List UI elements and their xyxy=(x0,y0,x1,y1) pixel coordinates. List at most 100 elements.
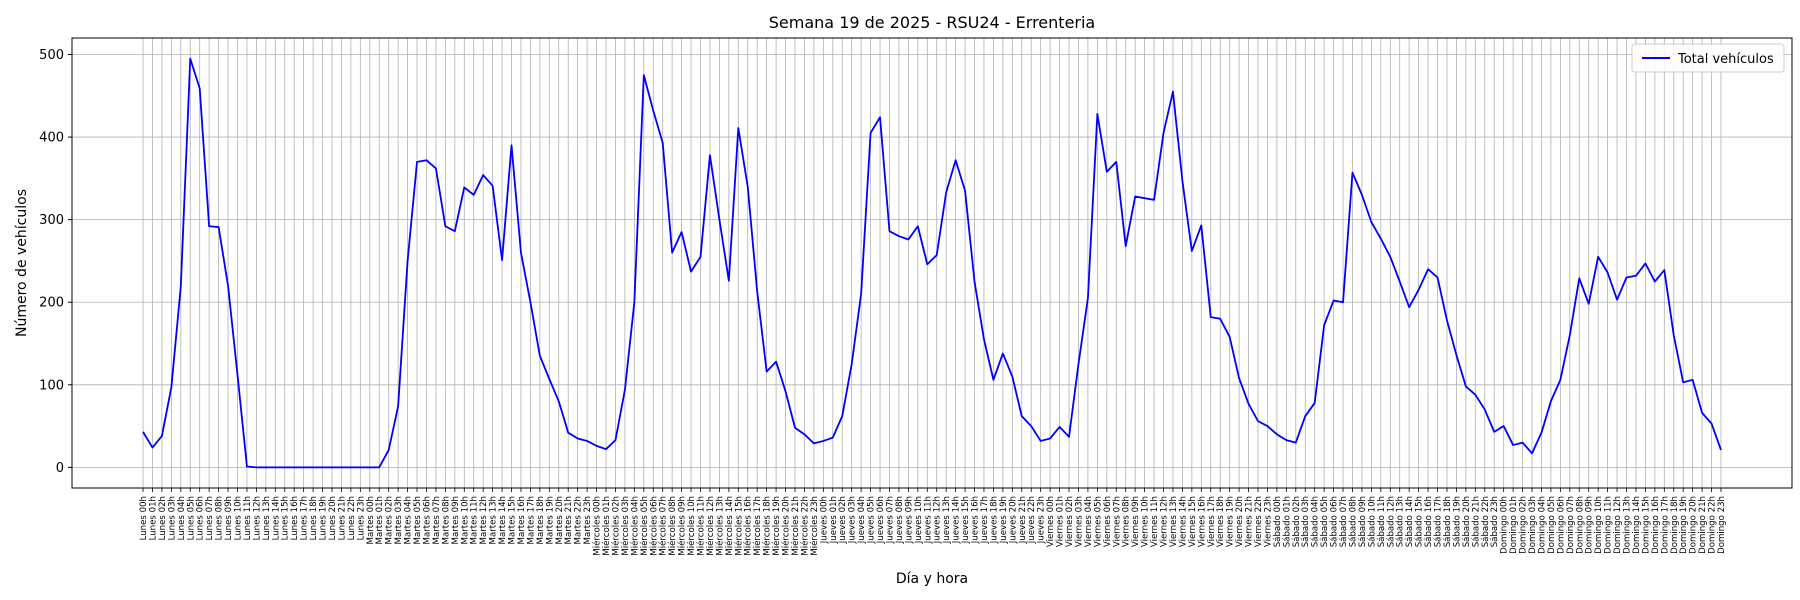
x-tick-label: Domingo 11h xyxy=(1604,496,1614,554)
x-tick-label: Jueves 10h xyxy=(914,496,924,544)
x-tick-label: Jueves 16h xyxy=(971,496,981,544)
x-tick-label: Miércoles 04h xyxy=(629,496,640,556)
x-tick-label: Miércoles 15h xyxy=(733,496,744,556)
chart-title: Semana 19 de 2025 - RSU24 - Errenteria xyxy=(769,13,1095,32)
x-tick-label: Miércoles 05h xyxy=(639,496,650,556)
x-tick-label: Viernes 19h xyxy=(1226,496,1236,547)
x-tick-label: Sábado 04h xyxy=(1311,496,1321,547)
series-line xyxy=(142,57,1722,469)
x-tick-label: Sábado 17h xyxy=(1434,496,1444,547)
x-tick-label: Sábado 02h xyxy=(1292,496,1302,547)
x-tick-label: Domingo 18h xyxy=(1670,496,1680,554)
x-tick-label: Martes 20h xyxy=(555,496,565,544)
x-tick-label: Jueves 05h xyxy=(867,496,877,544)
x-tick-label: Sábado 16h xyxy=(1424,496,1434,547)
x-tick-label: Domingo 09h xyxy=(1585,496,1595,554)
x-tick-label: Miércoles 06h xyxy=(648,496,659,556)
x-tick-label: Lunes 08h xyxy=(215,496,225,540)
x-tick-label: Sábado 03h xyxy=(1301,496,1311,547)
x-tick-label: Miércoles 07h xyxy=(658,496,669,556)
x-tick-label: Martes 23h xyxy=(583,496,593,544)
x-tick-label: Sábado 13h xyxy=(1396,496,1406,547)
x-tick-label: Miércoles 23h xyxy=(809,496,820,556)
x-tick-label: Domingo 02h xyxy=(1519,496,1529,554)
x-tick-label: Miércoles 13h xyxy=(714,496,725,556)
legend: Total vehículos xyxy=(1631,43,1785,73)
x-tick-label: Sábado 05h xyxy=(1320,496,1330,547)
x-tick-label: Jueves 13h xyxy=(942,496,952,544)
x-tick-label: Martes 12h xyxy=(479,496,489,544)
x-tick-label: Domingo 22h xyxy=(1708,496,1718,554)
x-tick-label: Domingo 17h xyxy=(1660,496,1670,554)
x-tick-label: Viernes 18h xyxy=(1216,496,1226,547)
x-tick-label: Domingo 20h xyxy=(1689,496,1699,554)
x-tick-label: Miércoles 14h xyxy=(724,496,735,556)
x-tick-label: Martes 04h xyxy=(404,496,414,544)
x-tick-label: Jueves 21h xyxy=(1018,496,1028,544)
x-tick-label: Martes 07h xyxy=(432,496,442,544)
x-tick-label: Martes 05h xyxy=(413,496,423,544)
x-tick-label: Domingo 10h xyxy=(1594,496,1604,554)
x-tick-label: Domingo 08h xyxy=(1575,496,1585,554)
x-tick-label: Domingo 07h xyxy=(1566,496,1576,554)
x-tick-label: Viernes 09h xyxy=(1131,496,1141,547)
x-tick-label: Lunes 20h xyxy=(328,496,338,540)
x-tick-label: Viernes 16h xyxy=(1197,496,1207,547)
x-tick-label: Sábado 12h xyxy=(1386,496,1396,547)
x-tick-label: Jueves 23h xyxy=(1037,496,1047,544)
x-tick-label: Martes 11h xyxy=(470,496,480,544)
x-tick-label: Viernes 22h xyxy=(1254,496,1264,547)
x-tick-label: Sábado 11h xyxy=(1377,496,1387,547)
x-tick-label: Miércoles 10h xyxy=(686,496,697,556)
x-tick-label: Lunes 14h xyxy=(271,496,281,540)
x-tick-label: Miércoles 16h xyxy=(743,496,754,556)
x-tick-label: Viernes 15h xyxy=(1188,496,1198,547)
x-tick-label: Domingo 19h xyxy=(1679,496,1689,554)
legend-label: Total vehículos xyxy=(1677,52,1774,67)
x-tick-label: Miércoles 00h xyxy=(592,496,603,556)
x-tick-label: Jueves 06h xyxy=(876,496,886,544)
y-tick-label: 100 xyxy=(39,378,64,393)
x-tick-label: Domingo 00h xyxy=(1500,496,1510,554)
x-tick-label: Miércoles 20h xyxy=(781,496,792,556)
x-tick-label: Sábado 01h xyxy=(1282,496,1292,547)
x-tick-label: Martes 02h xyxy=(385,496,395,544)
x-tick-label: Sábado 22h xyxy=(1481,496,1491,547)
x-tick-label: Jueves 09h xyxy=(904,496,914,544)
x-tick-label: Viernes 03h xyxy=(1074,496,1084,547)
x-tick-label: Viernes 02h xyxy=(1065,496,1075,547)
x-tick-label: Viernes 17h xyxy=(1207,496,1217,547)
x-tick-label: Miércoles 17h xyxy=(752,496,763,556)
x-tick-label: Jueves 03h xyxy=(848,496,858,544)
x-tick-label: Jueves 22h xyxy=(1027,496,1037,544)
y-axis: 0 100 200 300 400 500 xyxy=(39,48,72,476)
x-tick-label: Lunes 16h xyxy=(290,496,300,540)
legend-box xyxy=(1631,43,1785,73)
x-tick-label: Martes 22h xyxy=(574,496,584,544)
x-tick-label: Domingo 03h xyxy=(1528,496,1538,554)
x-tick-label: Martes 08h xyxy=(441,496,451,544)
x-tick-label: Jueves 12h xyxy=(933,496,943,544)
x-tick-label: Domingo 05h xyxy=(1547,496,1557,554)
y-tick-label: 500 xyxy=(39,48,64,63)
x-tick-label: Viernes 04h xyxy=(1084,496,1094,547)
x-tick-label: Jueves 04h xyxy=(857,496,867,544)
x-tick-label: Martes 18h xyxy=(536,496,546,544)
x-tick-label: Martes 17h xyxy=(526,496,536,544)
x-tick-label: Miércoles 03h xyxy=(620,496,631,556)
x-tick-label: Viernes 10h xyxy=(1141,496,1151,547)
x-axis-label: Día y hora xyxy=(896,571,968,587)
x-tick-label: Viernes 20h xyxy=(1235,496,1245,547)
x-tick-label: Lunes 19h xyxy=(319,496,329,540)
x-tick-label: Jueves 11h xyxy=(923,496,933,544)
x-tick-label: Martes 13h xyxy=(489,496,499,544)
x-tick-label: Domingo 15h xyxy=(1641,496,1651,554)
x-tick-label: Lunes 03h xyxy=(167,496,177,540)
x-tick-label: Sábado 15h xyxy=(1415,496,1425,547)
x-tick-label: Jueves 18h xyxy=(989,496,999,544)
x-tick-label: Jueves 01h xyxy=(829,496,839,544)
x-tick-label: Viernes 05h xyxy=(1093,496,1103,547)
x-tick-label: Miércoles 09h xyxy=(677,496,688,556)
x-tick-label: Lunes 18h xyxy=(309,496,319,540)
x-tick-label: Lunes 15h xyxy=(281,496,291,540)
